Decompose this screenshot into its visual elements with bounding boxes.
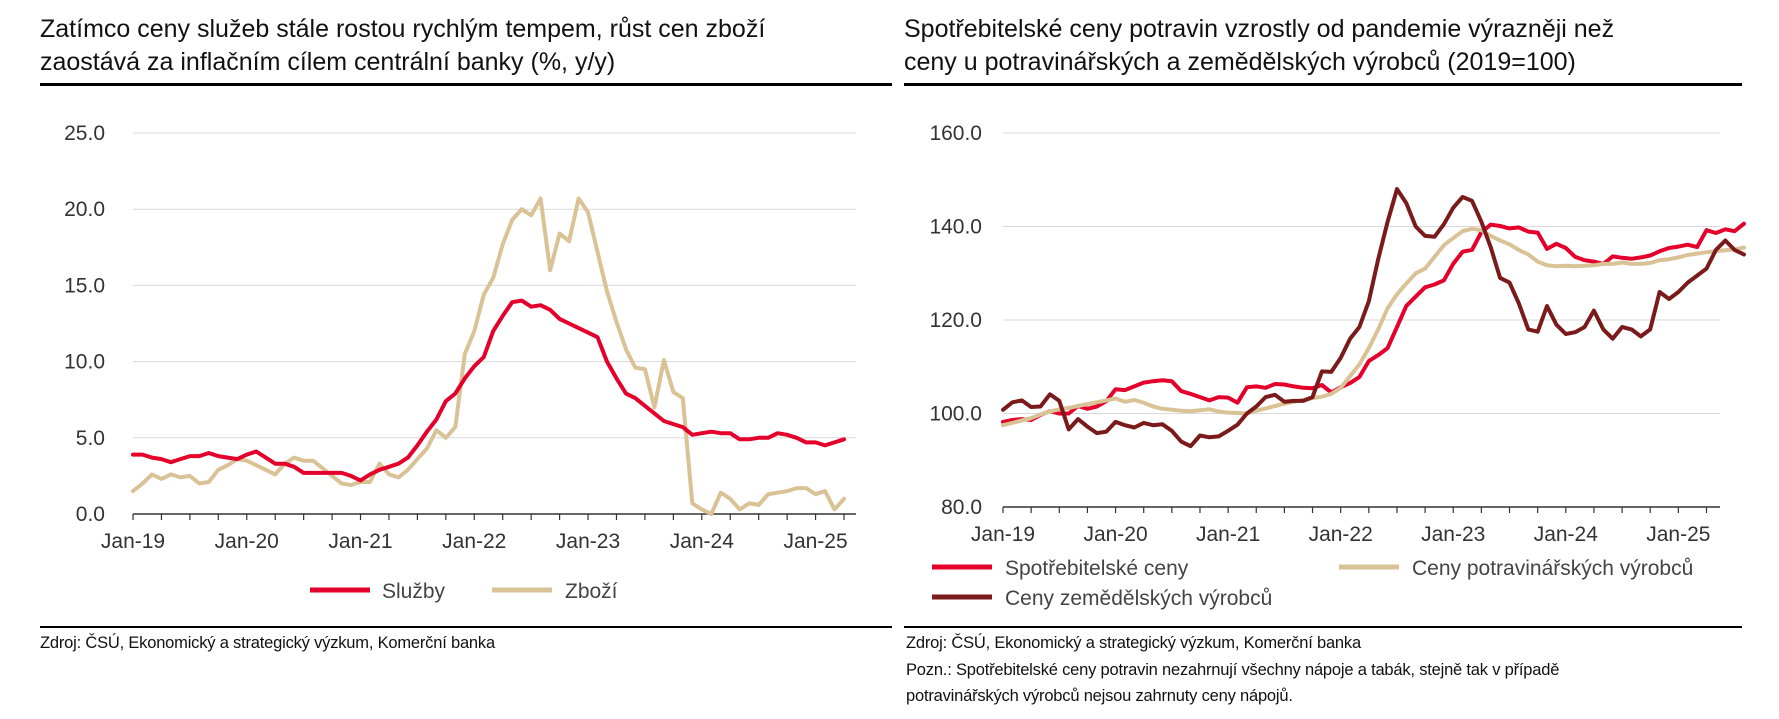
x-tick-label: Jan-24 <box>670 530 735 553</box>
series-line-zbo- <box>131 196 846 516</box>
y-tick-label: 10.0 <box>64 351 105 374</box>
y-tick-label: 100.0 <box>929 403 982 426</box>
series-line-ceny-zem-d-lsk-ch-v-robc- <box>1001 187 1746 449</box>
right-note-line-2: potravinářských výrobců nejsou zahrnuty … <box>906 687 1293 705</box>
x-tick-label: Jan-21 <box>328 530 392 553</box>
right-chart-panel: Spotřebitelské ceny potravin vzrostly od… <box>904 0 1742 86</box>
y-tick-label: 25.0 <box>64 122 105 145</box>
y-tick-label: 160.0 <box>929 122 982 145</box>
legend-label: Služby <box>382 580 446 603</box>
right-note-line-1: Pozn.: Spotřebitelské ceny potravin neza… <box>906 661 1560 679</box>
x-tick-label: Jan-23 <box>556 530 620 553</box>
legend-label: Zboží <box>565 580 618 603</box>
right-source-rule <box>904 626 1742 628</box>
x-tick-label: Jan-21 <box>1196 523 1260 546</box>
x-tick-label: Jan-20 <box>215 530 279 553</box>
y-tick-label: 140.0 <box>929 216 982 239</box>
chart-2: 80.0 100.0 120.0 140.0 160.0 Jan-19 Jan-20 Jan-… <box>929 122 1746 610</box>
chart-1: 0.0 5.0 10.0 15.0 20.0 25.0 Jan-19 Jan-20 Jan-21… <box>64 122 856 603</box>
x-tick-label: Jan-25 <box>1646 523 1710 546</box>
y-tick-label: 120.0 <box>929 309 982 332</box>
left-title-line-1: Zatímco ceny služeb stále rostou rychlým… <box>40 15 766 43</box>
y-tick-label: 5.0 <box>76 427 105 450</box>
series-line-ceny-potravin-sk-ch-v-robc- <box>1001 226 1746 428</box>
x-tick-label: Jan-24 <box>1534 523 1599 546</box>
x-tick-label: Jan-19 <box>971 523 1035 546</box>
left-chart-title: Zatímco ceny služeb stále rostou rychlým… <box>40 13 892 86</box>
left-title-line-2: zaostává za inflačním cílem centrální ba… <box>40 48 616 76</box>
x-tick-label: Jan-22 <box>1309 523 1373 546</box>
right-chart-title: Spotřebitelské ceny potravin vzrostly od… <box>904 13 1742 86</box>
x-tick-label: Jan-25 <box>783 530 847 553</box>
left-source-text: Zdroj: ČSÚ, Ekonomický a strategický výz… <box>40 634 495 652</box>
series-line-spot-ebitelsk-ceny <box>1001 221 1746 424</box>
right-title-line-2: ceny u potravinářských a zemědělských vý… <box>904 48 1576 76</box>
y-tick-label: 20.0 <box>64 198 105 221</box>
legend-label: Ceny potravinářských výrobců <box>1412 557 1693 580</box>
right-title-line-1: Spotřebitelské ceny potravin vzrostly od… <box>904 15 1615 43</box>
legend-label: Ceny zemědělských výrobců <box>1005 587 1272 610</box>
right-source-text: Zdroj: ČSÚ, Ekonomický a strategický výz… <box>906 634 1361 652</box>
legend-label: Spotřebitelské ceny <box>1005 557 1189 580</box>
x-tick-label: Jan-19 <box>101 530 165 553</box>
x-tick-label: Jan-22 <box>442 530 506 553</box>
x-tick-label: Jan-20 <box>1083 523 1147 546</box>
left-source-rule <box>40 626 892 628</box>
y-tick-label: 15.0 <box>64 274 105 297</box>
x-tick-label: Jan-23 <box>1421 523 1485 546</box>
series-line-slu-by <box>131 298 846 483</box>
y-tick-label: 80.0 <box>941 496 982 519</box>
left-chart-panel: Zatímco ceny služeb stále rostou rychlým… <box>40 0 892 86</box>
y-tick-label: 0.0 <box>76 503 105 526</box>
